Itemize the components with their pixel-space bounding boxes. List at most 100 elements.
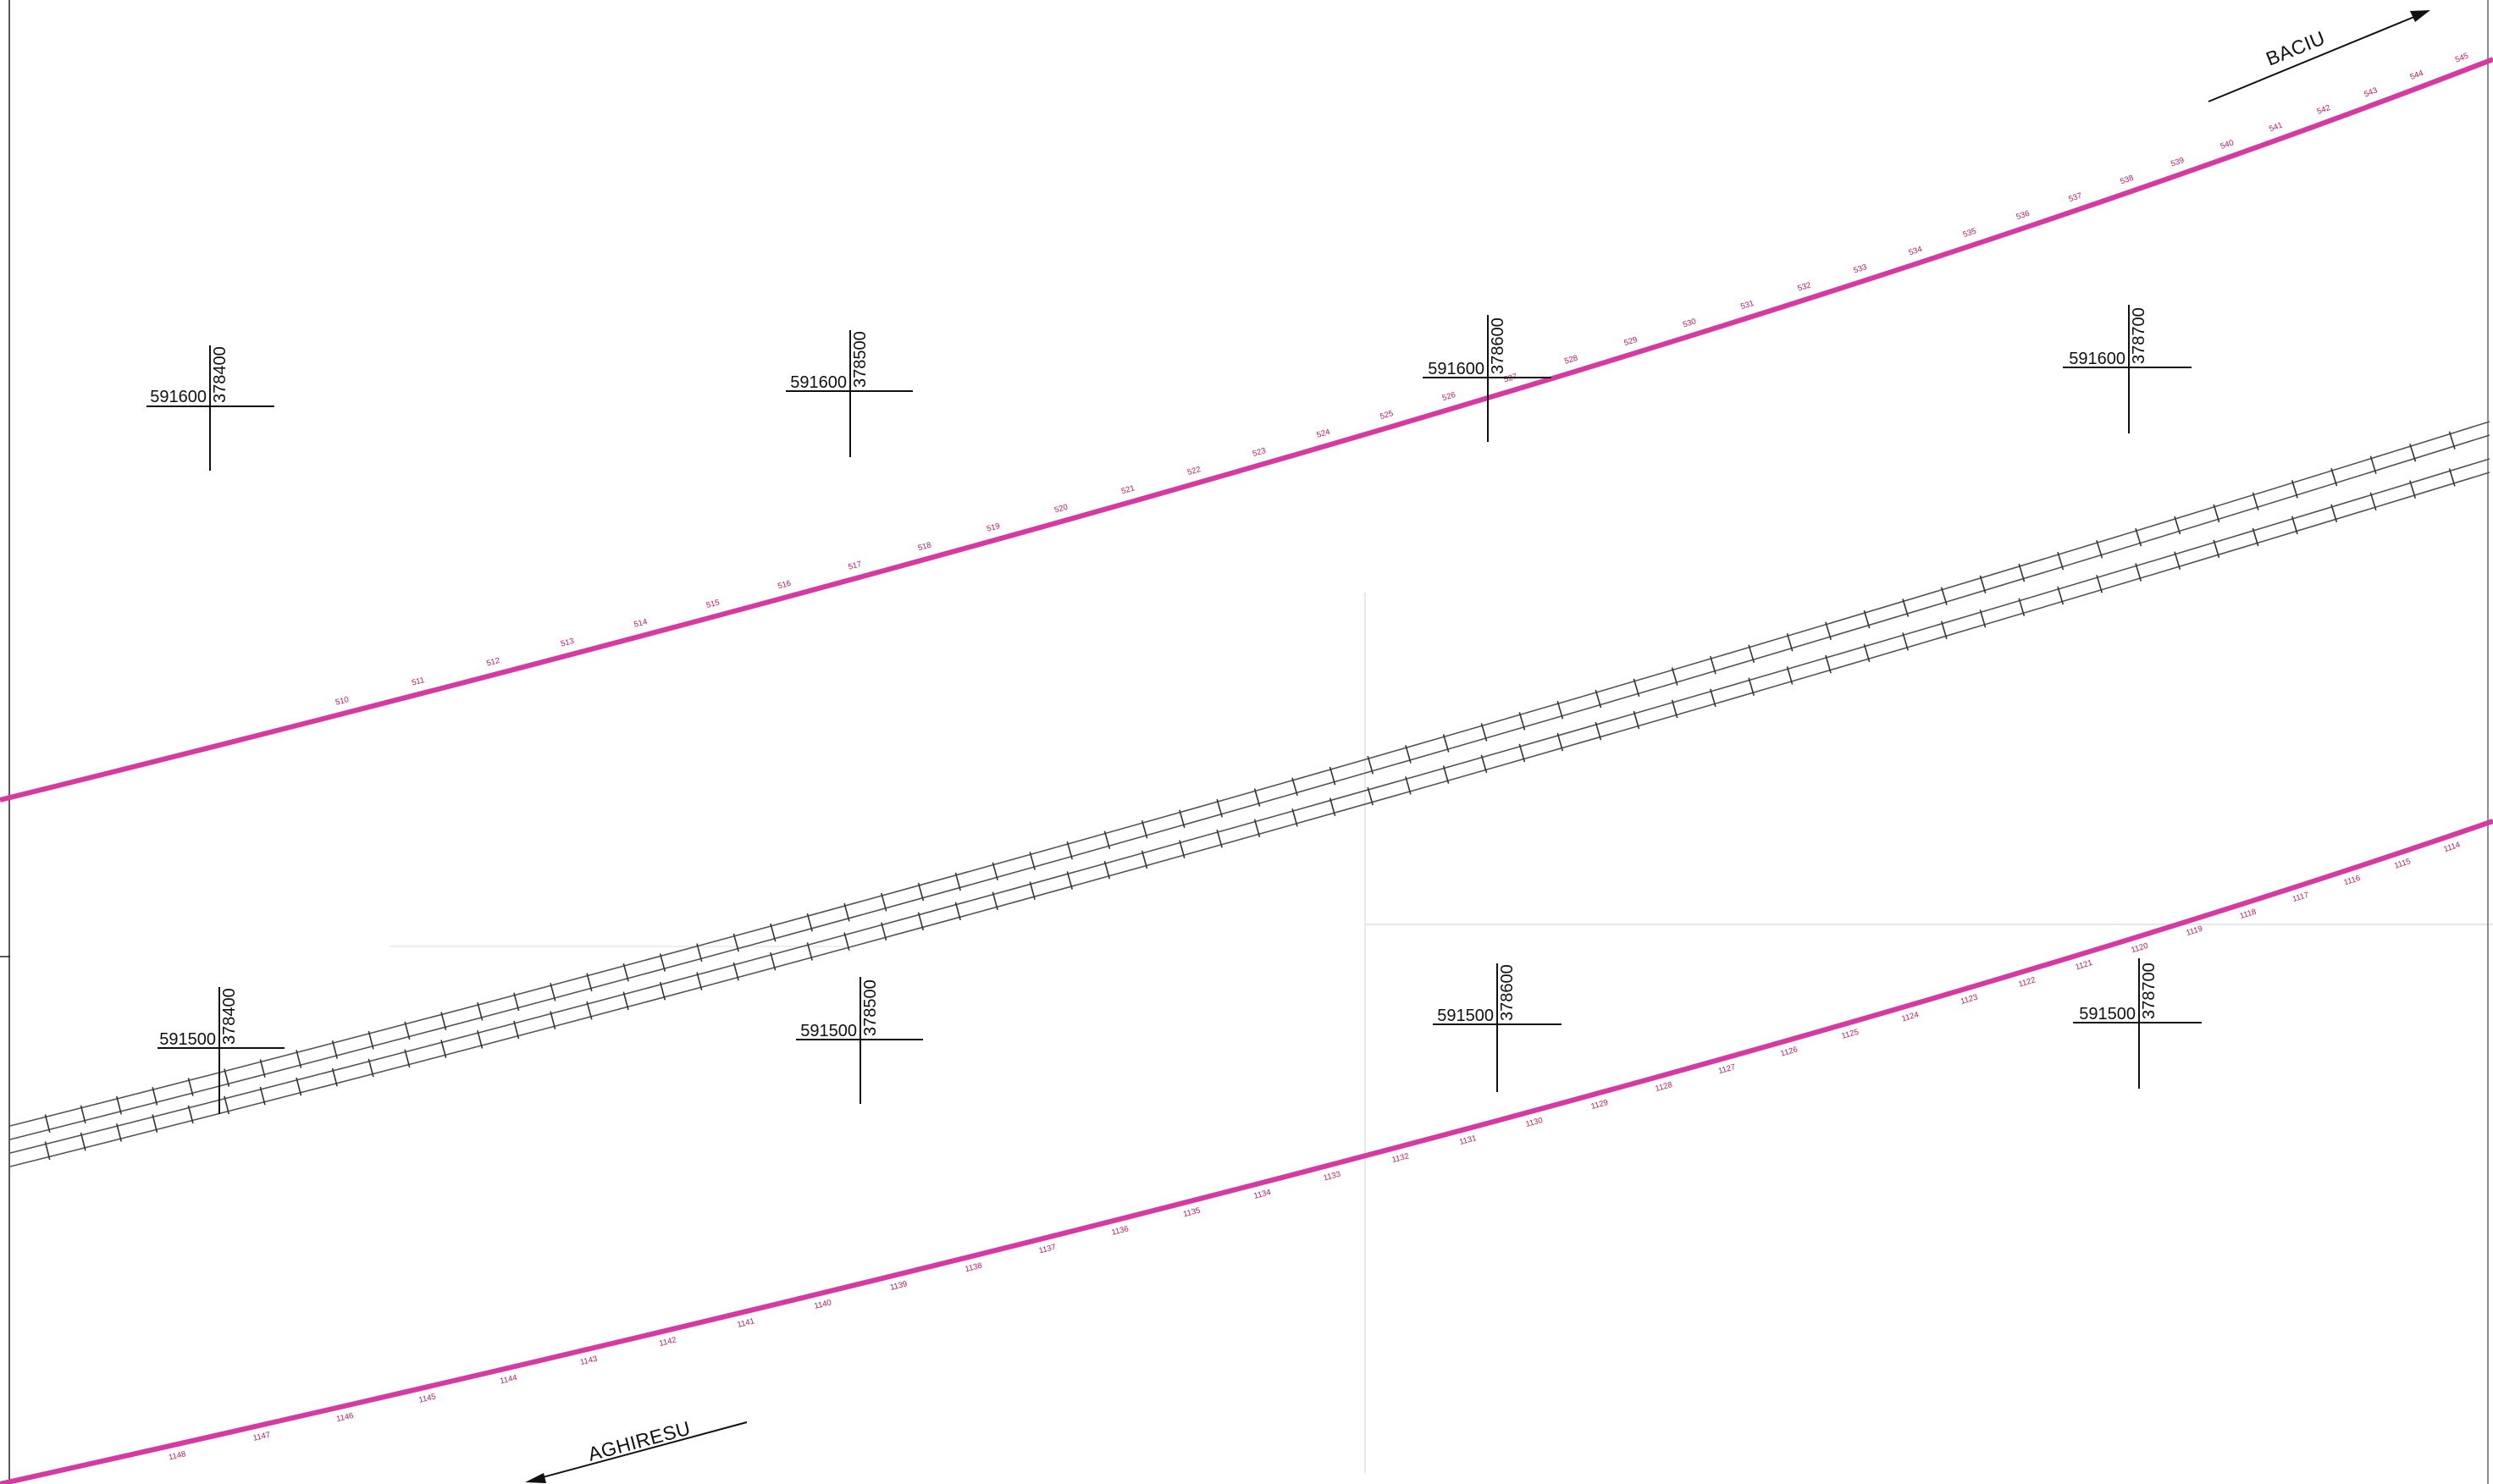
railway-tie (550, 982, 556, 1001)
railway-tie (1329, 766, 1336, 786)
direction-label-aghiresu: AGHIRESU (586, 1417, 694, 1465)
railway-tie (1405, 776, 1412, 795)
railway-tie (513, 992, 520, 1012)
railway-tie (2448, 431, 2456, 450)
railway-tie (843, 932, 850, 951)
boundary-point-label: 1123 (1960, 993, 1979, 1007)
railway-tie (954, 902, 961, 921)
railway-tie (2330, 504, 2338, 523)
railway-tie (1066, 871, 1073, 890)
railway-tie (477, 1029, 484, 1049)
railway-tie (917, 912, 925, 931)
boundary-point-label: 533 (1853, 262, 1868, 275)
railway-tie (622, 963, 629, 982)
railway-tie (881, 922, 887, 941)
railway-tie (1179, 840, 1186, 858)
grid-cross: 591600 378700 (2063, 305, 2192, 433)
south-boundary-point-labels: 1114 1115 1116 1117 1118 1119 1120 1121 1122 1123… (168, 840, 2462, 1462)
railway-tie (806, 913, 813, 932)
boundary-point-label: 1133 (1323, 1170, 1342, 1183)
railway-tie (2369, 455, 2377, 474)
railway-tie (404, 1049, 411, 1068)
railway-tie (1940, 621, 1948, 640)
railway-tie (116, 1095, 122, 1115)
railway-tie (1633, 710, 1640, 730)
railway-tie (1786, 666, 1794, 685)
boundary-point-label: 1143 (579, 1354, 598, 1367)
railway-tie (152, 1114, 158, 1133)
boundary-point-label: 1126 (1779, 1045, 1799, 1058)
grid-northing-label: 378700 (2130, 307, 2148, 364)
railway-tie (1442, 734, 1450, 753)
railway-tie (187, 1105, 194, 1124)
railway-tie (659, 953, 666, 972)
boundary-point-label: 1141 (737, 1316, 755, 1329)
boundary-point-label: 545 (2454, 52, 2470, 65)
railway-tie (1979, 575, 1987, 594)
arrow-head-icon (525, 1473, 546, 1483)
railway-tie (1103, 860, 1111, 880)
railway-tie (296, 1077, 302, 1096)
boundary-point-label: 1140 (813, 1298, 832, 1311)
boundary-point-label: 518 (917, 540, 932, 553)
railway-tie (513, 1020, 520, 1040)
north-boundary-point-labels: 510 511 512 513 514 515 516 517 518 519 520 521 522 5… (334, 52, 2470, 708)
railway-tie (1902, 599, 1910, 617)
boundary-point-label: 1145 (417, 1392, 436, 1404)
railway-tie (2135, 563, 2142, 582)
railway-tie (44, 1114, 51, 1133)
boundary-point-label: 529 (1623, 335, 1639, 348)
railway-ties (44, 431, 2456, 1161)
boundary-point-label: 1142 (658, 1336, 677, 1349)
railway-tie (1480, 723, 1488, 742)
railway-tie (806, 942, 813, 961)
railway-tie (2291, 516, 2298, 535)
railway-tie (1863, 610, 1871, 629)
boundary-point-label: 1128 (1655, 1080, 1674, 1094)
grid-cross: 591500 378500 (796, 977, 923, 1104)
railway-tie (696, 972, 703, 990)
boundary-point-label: 522 (1186, 465, 1202, 477)
boundary-point-label: 539 (2170, 156, 2186, 169)
grid-cross: 591600 378400 (146, 345, 274, 471)
railway-tie (1253, 788, 1261, 807)
boundary-point-label: 525 (1379, 409, 1394, 422)
boundary-point-label: 1132 (1391, 1151, 1411, 1165)
railway-tie (1405, 745, 1412, 764)
railway-tie (1066, 841, 1073, 860)
railway-tie (1940, 587, 1948, 605)
railway-tie (1179, 809, 1186, 829)
railway-tie (917, 882, 925, 902)
railway-tie (2213, 539, 2220, 559)
railway-tie (1748, 644, 1755, 664)
grid-northing-label: 378400 (220, 988, 239, 1045)
railway-tie (331, 1040, 338, 1059)
railway-tie (770, 923, 777, 942)
railway-tie (992, 862, 998, 881)
boundary-point-label: 540 (2219, 138, 2236, 152)
railway-tie (116, 1123, 122, 1142)
railway-tie (2291, 480, 2298, 499)
railway-tie (1518, 712, 1526, 731)
railway-tie (1253, 819, 1261, 838)
railway-tie (2057, 586, 2065, 605)
railway-tie (224, 1068, 230, 1087)
railway-tie (1291, 777, 1298, 797)
boundary-point-label: 519 (986, 521, 1001, 534)
railway-tie (259, 1086, 266, 1106)
boundary-point-label: 532 (1797, 280, 1812, 293)
boundary-point-label: 1136 (1111, 1224, 1130, 1238)
railway-tie (1595, 689, 1602, 709)
railway-tie (152, 1087, 158, 1106)
railway-tie (1329, 797, 1336, 817)
railway-tie (1786, 632, 1794, 652)
railway-tie (881, 892, 887, 912)
railway-tie (259, 1059, 266, 1078)
railway-tie (954, 872, 961, 891)
railway-tie (2096, 539, 2103, 559)
railway-tie (2057, 551, 2065, 571)
railway-tie (44, 1141, 51, 1161)
grid-northing-label: 378500 (861, 979, 880, 1036)
railway-tie (2409, 443, 2417, 462)
railway-tie (1141, 850, 1148, 869)
